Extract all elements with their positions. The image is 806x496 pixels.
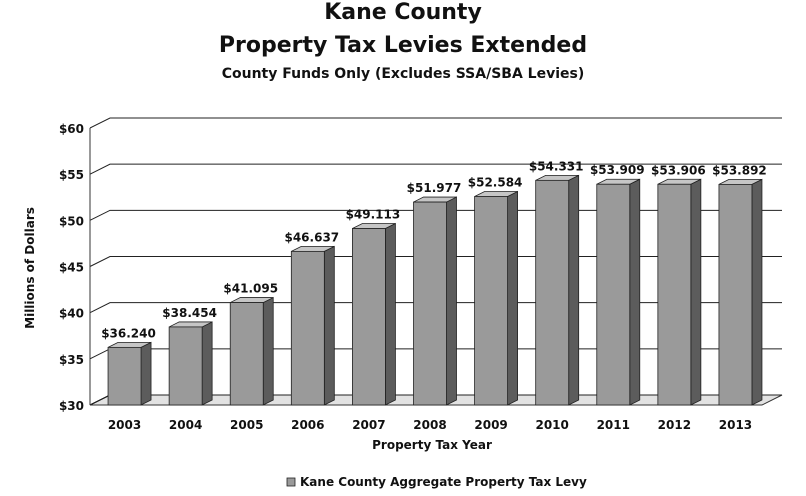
data-label: $54.331 [529, 159, 584, 173]
bar-side [385, 222, 396, 406]
bar [413, 196, 457, 406]
legend-swatch [286, 477, 296, 487]
bar-front [413, 201, 447, 406]
data-label: $53.909 [590, 163, 645, 177]
axis-layer: $30 $35 $40 $45 $50 $55 $60 2003 2004 2005 2006 200… [23, 122, 752, 452]
bar-front [657, 183, 692, 406]
data-label: $51.977 [407, 181, 462, 195]
chart-title-line-2: Property Tax Levies Extended [218, 33, 588, 58]
x-tick-label: 2003 [108, 418, 141, 432]
legend: Kane County Aggregate Property Tax Levy [286, 475, 587, 489]
y-tick-label: $50 [59, 214, 84, 228]
y-tick-label: $40 [59, 307, 84, 321]
bars-layer: $36.240 $38.454 $41.095 $46.637 $49.113 $51.9… [101, 159, 767, 406]
bar-side [446, 196, 457, 406]
gridline [89, 117, 782, 129]
bar [596, 178, 641, 406]
bar [474, 190, 518, 406]
x-axis-title: Property Tax Year [372, 438, 492, 452]
y-tick-label: $45 [59, 261, 84, 275]
x-tick-label: 2011 [597, 418, 630, 432]
bar-side [629, 178, 641, 406]
data-label: $53.906 [651, 163, 706, 177]
bar [290, 245, 335, 406]
y-tick-label: $60 [59, 122, 84, 136]
x-tick-label: 2010 [535, 418, 568, 432]
bar [229, 296, 274, 406]
bar-front [596, 183, 631, 406]
data-label: $53.892 [712, 163, 767, 177]
data-label: $49.113 [346, 208, 401, 222]
bar [107, 341, 152, 406]
bar-front [229, 302, 264, 406]
bar [535, 174, 580, 406]
data-label: $41.095 [223, 282, 278, 296]
data-label: $52.584 [468, 175, 523, 189]
chart-title: Kane County [324, 0, 482, 25]
bar-side [323, 245, 335, 406]
bar [352, 222, 396, 406]
bar-front [290, 250, 325, 406]
x-tick-label: 2007 [352, 418, 385, 432]
data-label: $36.240 [101, 326, 156, 340]
bar [168, 321, 213, 406]
legend-label: Kane County Aggregate Property Tax Levy [300, 475, 587, 489]
y-tick-label: $35 [59, 353, 84, 367]
bar-front [474, 196, 508, 406]
x-tick-label: 2006 [291, 418, 324, 432]
x-tick-label: 2004 [169, 418, 202, 432]
bar-front [107, 346, 142, 406]
bar-side [507, 190, 518, 406]
bar [718, 178, 763, 406]
y-tick-label: $30 [59, 399, 84, 413]
x-tick-label: 2005 [230, 418, 263, 432]
x-tick-label: 2013 [719, 418, 752, 432]
bar-side [690, 178, 702, 406]
chart-subtitle: County Funds Only (Excludes SSA/SBA Levi… [221, 66, 585, 82]
gridline [89, 163, 782, 175]
data-label: $46.637 [284, 230, 339, 244]
bar-side [751, 178, 763, 406]
bar-front [718, 183, 753, 406]
bar-side [262, 296, 274, 406]
bar-front [352, 228, 386, 406]
bar [657, 178, 702, 406]
bar-front [168, 326, 203, 406]
y-axis-title: Millions of Dollars [23, 207, 37, 329]
x-tick-label: 2008 [413, 418, 446, 432]
bar-side [201, 321, 213, 406]
x-tick-label: 2012 [658, 418, 691, 432]
data-label: $38.454 [162, 306, 217, 320]
bar-side [140, 341, 152, 406]
bar-front [535, 179, 570, 406]
x-tick-label: 2009 [474, 418, 507, 432]
y-tick-label: $55 [59, 168, 84, 182]
bar-side [568, 174, 580, 406]
